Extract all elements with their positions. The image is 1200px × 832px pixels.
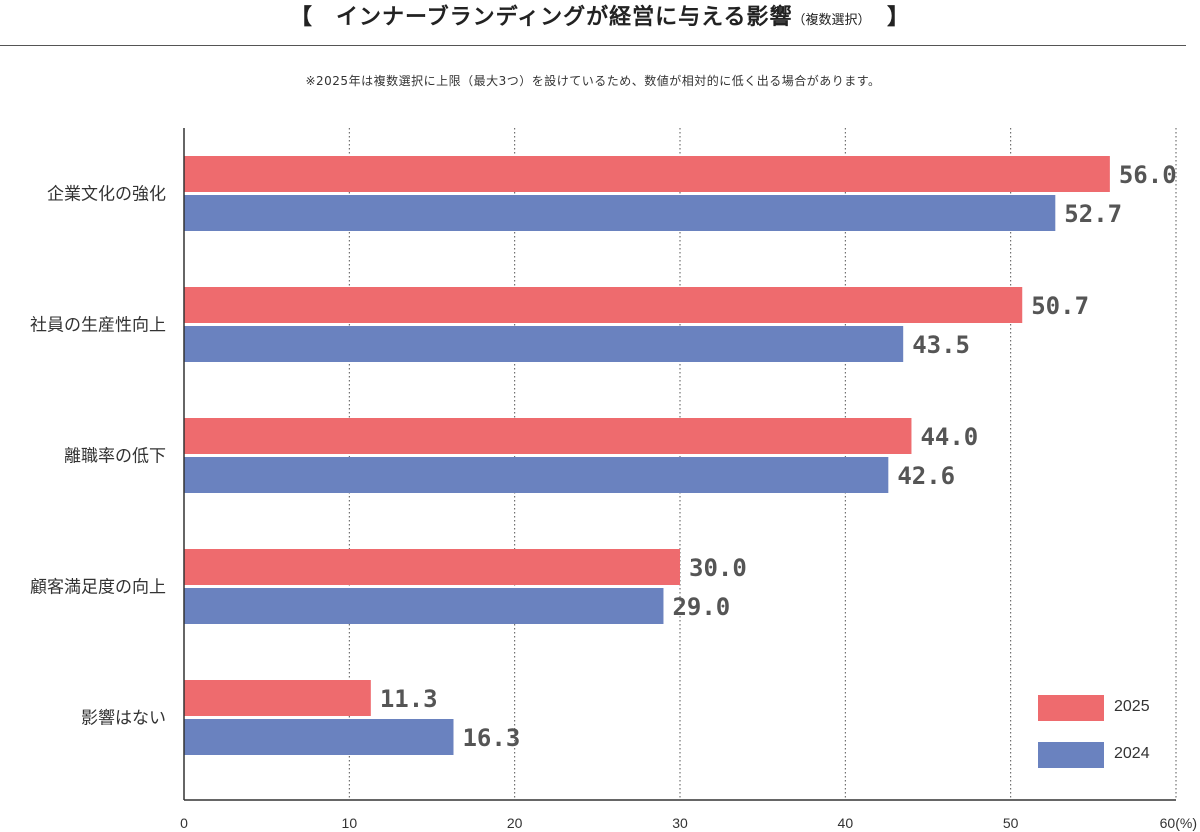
chart-title: 【 インナーブランディングが経営に与える影響（複数選択） 】	[0, 0, 1200, 40]
bar-2025	[184, 287, 1023, 323]
data-label: 11.3	[380, 685, 438, 713]
x-tick-label: 60(%)	[1160, 815, 1197, 831]
bar-2024	[184, 588, 664, 624]
legend-swatch-2024	[1038, 742, 1104, 768]
title-divider	[0, 45, 1186, 46]
chart-note: ※2025年は複数選択に上限（最大3つ）を設けているため、数値が相対的に低く出る…	[305, 74, 881, 88]
chart-title-main: 【 インナーブランディングが経営に与える影響	[289, 5, 793, 30]
category-label: 離職率の低下	[64, 447, 166, 467]
legend-label-2025: 2025	[1114, 698, 1150, 715]
x-tick-label: 10	[342, 815, 358, 831]
data-label: 44.0	[920, 423, 978, 451]
data-label: 50.7	[1031, 292, 1089, 320]
x-tick-label: 40	[838, 815, 854, 831]
data-label: 43.5	[912, 331, 970, 359]
bar-2024	[184, 326, 904, 362]
legend-item-2024: 2024	[1038, 742, 1178, 768]
chart-title-sub: （複数選択）	[792, 13, 864, 28]
bar-2024	[184, 195, 1056, 231]
data-label: 52.7	[1064, 200, 1122, 228]
bar-2024	[184, 719, 454, 755]
data-label: 29.0	[672, 593, 730, 621]
category-label: 影響はない	[81, 709, 166, 729]
data-label: 16.3	[462, 724, 520, 752]
category-label: 企業文化の強化	[47, 185, 166, 205]
category-label: 顧客満足度の向上	[30, 578, 166, 598]
legend-item-2025: 2025	[1038, 695, 1178, 721]
x-tick-label: 0	[180, 815, 188, 831]
data-label: 56.0	[1119, 161, 1177, 189]
data-label: 30.0	[689, 554, 747, 582]
bar-2025	[184, 418, 912, 454]
chart-title-close: 】	[863, 5, 910, 30]
bar-2025	[184, 549, 680, 585]
data-label: 42.6	[897, 462, 955, 490]
legend-label-2024: 2024	[1114, 745, 1150, 762]
bar-2025	[184, 156, 1110, 192]
bar-2024	[184, 457, 889, 493]
bar-2025	[184, 680, 371, 716]
x-tick-label: 20	[507, 815, 523, 831]
x-tick-label: 50	[1003, 815, 1019, 831]
x-tick-label: 30	[672, 815, 688, 831]
category-label: 社員の生産性向上	[30, 316, 166, 336]
legend-swatch-2025	[1038, 695, 1104, 721]
